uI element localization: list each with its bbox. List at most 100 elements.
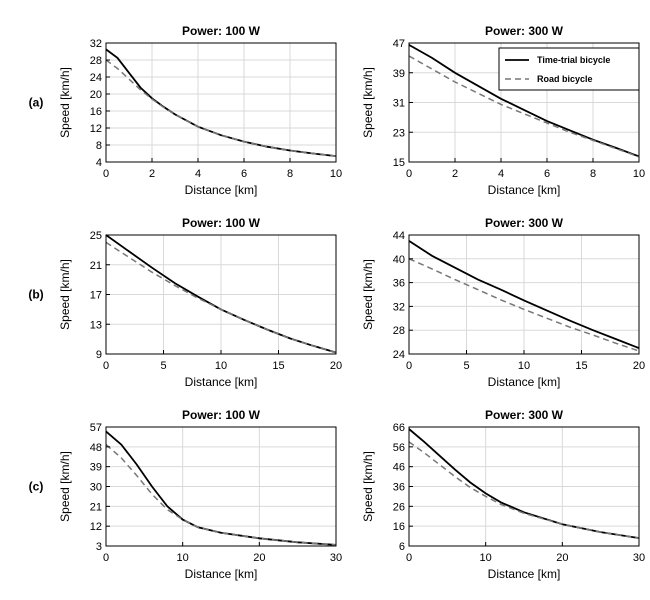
x-tick-label: 10 <box>633 168 645 180</box>
y-tick-label: 9 <box>96 349 102 361</box>
plot-frame <box>105 42 337 163</box>
series-line-time-trial-bicycle <box>408 428 640 539</box>
legend-label: Time-trial bicycle <box>537 55 610 65</box>
series-line-road-bicycle <box>105 241 337 354</box>
y-tick-label: 21 <box>90 501 102 513</box>
y-tick-label: 24 <box>393 349 405 361</box>
x-tick-label: 4 <box>498 168 504 180</box>
y-tick-label: 25 <box>90 230 102 242</box>
y-tick-label: 39 <box>90 462 102 474</box>
y-tick-label: 17 <box>90 290 102 302</box>
y-tick-label: 48 <box>90 442 102 454</box>
y-tick-label: 4 <box>96 157 102 169</box>
y-tick-label: 40 <box>393 254 405 266</box>
y-tick-label: 32 <box>393 301 405 313</box>
x-tick-label: 8 <box>590 168 596 180</box>
x-axis-label: Distance [km] <box>488 567 561 581</box>
y-tick-label: 56 <box>393 442 405 454</box>
y-tick-label: 31 <box>393 98 405 110</box>
x-axis-label: Distance [km] <box>488 375 561 389</box>
x-tick-label: 0 <box>103 552 109 564</box>
y-tick-label: 15 <box>393 157 405 169</box>
y-tick-label: 21 <box>90 260 102 272</box>
y-tick-label: 24 <box>90 72 102 84</box>
plot-title: Power: 300 W <box>485 216 564 230</box>
y-tick-label: 12 <box>90 521 102 533</box>
y-tick-label: 23 <box>393 127 405 139</box>
x-tick-label: 10 <box>518 360 530 372</box>
y-tick-label: 8 <box>96 140 102 152</box>
x-tick-label: 2 <box>149 168 155 180</box>
y-tick-label: 44 <box>393 230 405 242</box>
plot-title: Power: 300 W <box>485 24 564 38</box>
y-axis-label: Speed [km/h] <box>361 259 375 330</box>
series-line-road-bicycle <box>408 55 640 158</box>
series-line-time-trial-bicycle <box>105 430 337 546</box>
x-tick-label: 0 <box>103 360 109 372</box>
x-tick-label: 10 <box>330 168 342 180</box>
plot-title: Power: 100 W <box>182 24 261 38</box>
x-tick-label: 2 <box>452 168 458 180</box>
y-tick-label: 30 <box>90 482 102 494</box>
y-tick-label: 28 <box>90 55 102 67</box>
x-tick-label: 6 <box>241 168 247 180</box>
row-label: (b) <box>28 288 43 302</box>
plot-title: Power: 100 W <box>182 216 261 230</box>
y-tick-label: 3 <box>96 541 102 553</box>
series-line-time-trial-bicycle <box>105 48 337 157</box>
y-axis-label: Speed [km/h] <box>361 67 375 138</box>
y-axis-label: Speed [km/h] <box>58 67 72 138</box>
series-line-road-bicycle <box>408 258 640 352</box>
y-tick-label: 36 <box>393 482 405 494</box>
y-axis-label: Speed [km/h] <box>58 259 72 330</box>
x-tick-label: 10 <box>177 552 189 564</box>
y-tick-label: 20 <box>90 89 102 101</box>
x-axis-label: Distance [km] <box>185 567 258 581</box>
y-tick-label: 36 <box>393 278 405 290</box>
y-axis-label: Speed [km/h] <box>361 451 375 522</box>
y-tick-label: 12 <box>90 123 102 135</box>
y-tick-label: 16 <box>90 106 102 118</box>
x-tick-label: 5 <box>160 360 166 372</box>
x-tick-label: 10 <box>480 552 492 564</box>
plot-title: Power: 300 W <box>485 408 564 422</box>
x-tick-label: 20 <box>633 360 645 372</box>
x-tick-label: 30 <box>330 552 342 564</box>
x-axis-label: Distance [km] <box>185 183 258 197</box>
y-tick-label: 66 <box>393 422 405 434</box>
y-axis-label: Speed [km/h] <box>58 451 72 522</box>
x-tick-label: 20 <box>253 552 265 564</box>
plot-title: Power: 100 W <box>182 408 261 422</box>
x-tick-label: 6 <box>544 168 550 180</box>
x-tick-label: 0 <box>406 552 412 564</box>
x-tick-label: 30 <box>633 552 645 564</box>
x-axis-label: Distance [km] <box>185 375 258 389</box>
y-tick-label: 13 <box>90 319 102 331</box>
x-tick-label: 10 <box>215 360 227 372</box>
x-axis-label: Distance [km] <box>488 183 561 197</box>
x-tick-label: 5 <box>463 360 469 372</box>
series-line-time-trial-bicycle <box>408 240 640 349</box>
y-tick-label: 39 <box>393 68 405 80</box>
y-tick-label: 26 <box>393 501 405 513</box>
x-tick-label: 20 <box>556 552 568 564</box>
x-tick-label: 15 <box>575 360 587 372</box>
x-tick-label: 0 <box>103 168 109 180</box>
series-line-road-bicycle <box>408 441 640 539</box>
x-tick-label: 8 <box>287 168 293 180</box>
row-label: (a) <box>29 96 44 110</box>
x-tick-label: 0 <box>406 168 412 180</box>
y-tick-label: 32 <box>90 38 102 50</box>
x-tick-label: 4 <box>195 168 201 180</box>
series-line-road-bicycle <box>105 444 337 546</box>
y-tick-label: 46 <box>393 462 405 474</box>
y-tick-label: 6 <box>399 541 405 553</box>
y-tick-label: 47 <box>393 38 405 50</box>
legend-label: Road bicycle <box>537 74 593 84</box>
legend-box <box>498 47 640 91</box>
x-tick-label: 20 <box>330 360 342 372</box>
x-tick-label: 15 <box>272 360 284 372</box>
series-line-road-bicycle <box>105 59 337 157</box>
